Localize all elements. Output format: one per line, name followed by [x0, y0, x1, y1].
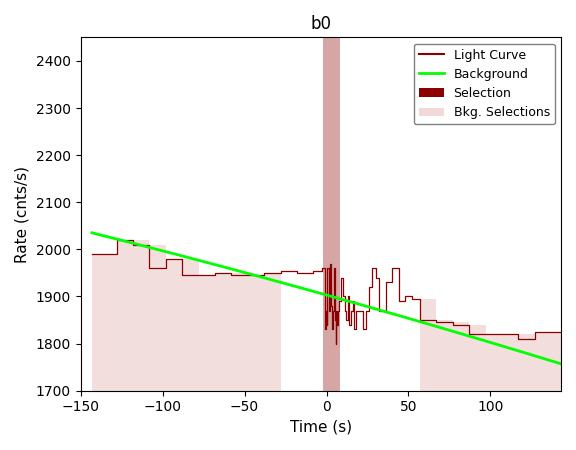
Title: b0: b0 — [310, 15, 331, 33]
X-axis label: Time (s): Time (s) — [290, 420, 352, 435]
Legend: Light Curve, Background, Selection, Bkg. Selections: Light Curve, Background, Selection, Bkg.… — [414, 44, 555, 124]
Y-axis label: Rate (cnts/s): Rate (cnts/s) — [15, 166, 30, 262]
Bar — [323, 37, 340, 391]
